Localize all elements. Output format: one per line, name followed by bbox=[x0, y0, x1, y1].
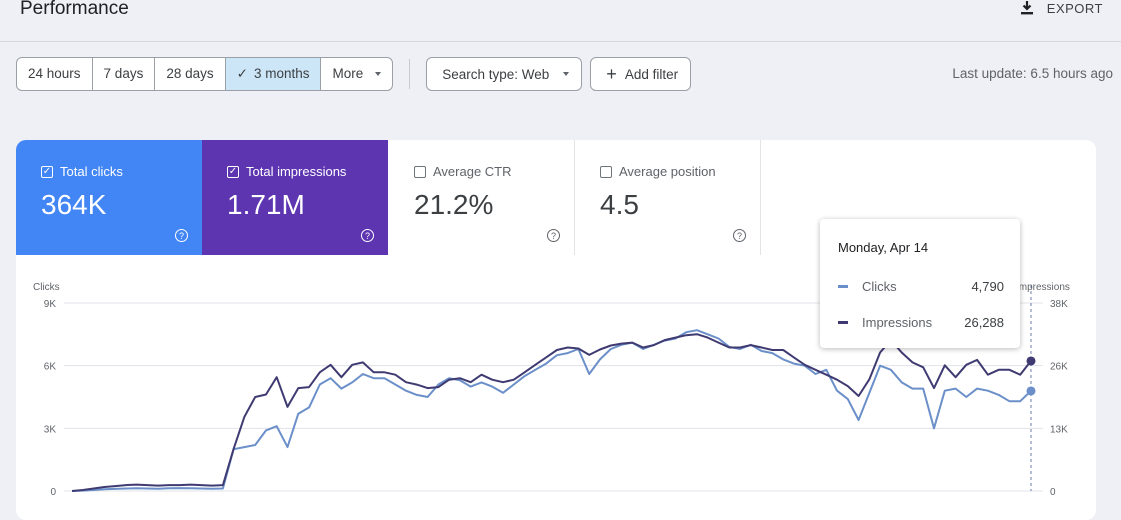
y-tick-left: 6K bbox=[44, 362, 57, 373]
y-tick-left: 3K bbox=[44, 424, 57, 435]
date-range-3-months[interactable]: ✓ 3 months bbox=[225, 58, 322, 90]
hover-point-clicks bbox=[1026, 386, 1036, 396]
checkbox-checked-icon[interactable]: ✓ bbox=[227, 165, 239, 178]
tooltip-series-value: 26,288 bbox=[964, 315, 1004, 330]
y-axis-left-label: Clicks bbox=[33, 282, 60, 293]
checkbox-unchecked-icon[interactable] bbox=[600, 165, 612, 178]
date-range-selector: 24 hours 7 days 28 days ✓ 3 months More bbox=[16, 57, 394, 91]
metric-label: Average CTR bbox=[433, 164, 512, 179]
filter-bar: 24 hours 7 days 28 days ✓ 3 months More … bbox=[16, 57, 692, 91]
help-icon[interactable]: ? bbox=[547, 229, 560, 242]
y-tick-left: 0 bbox=[50, 487, 56, 498]
help-icon[interactable]: ? bbox=[175, 229, 188, 242]
tooltip-series-name: Impressions bbox=[862, 315, 933, 330]
add-filter-label: Add filter bbox=[624, 66, 679, 82]
tooltip-row-clicks: Clicks 4,790 bbox=[838, 279, 1004, 294]
page-title: Performance bbox=[20, 0, 129, 19]
series-line-impressions[interactable] bbox=[71, 333, 1032, 492]
metric-label: Total clicks bbox=[60, 164, 123, 179]
metric-value: 4.5 bbox=[600, 189, 639, 220]
tooltip-series-name: Clicks bbox=[862, 279, 897, 294]
hover-point-impressions bbox=[1026, 356, 1036, 366]
legend-swatch bbox=[838, 285, 848, 288]
checkbox-unchecked-icon[interactable] bbox=[414, 165, 426, 178]
metric-average-ctr[interactable]: Average CTR 21.2% ? bbox=[389, 140, 575, 255]
search-type-dropdown[interactable]: Search type: Web bbox=[426, 57, 583, 91]
y-tick-right: 26K bbox=[1050, 362, 1068, 373]
date-range-7-days[interactable]: 7 days bbox=[93, 58, 156, 90]
search-type-label: Search type: Web bbox=[442, 66, 550, 82]
export-label: EXPORT bbox=[1046, 0, 1103, 16]
help-icon[interactable]: ? bbox=[733, 229, 746, 242]
more-dropdown[interactable]: More bbox=[321, 58, 392, 90]
metric-label: Average position bbox=[619, 164, 716, 179]
date-range-label: 3 months bbox=[253, 66, 310, 81]
tooltip-date: Monday, Apr 14 bbox=[838, 240, 929, 255]
metric-value: 21.2% bbox=[414, 189, 494, 220]
metric-average-position[interactable]: Average position 4.5 ? bbox=[575, 140, 761, 255]
y-tick-left: 9K bbox=[44, 299, 57, 310]
filter-separator bbox=[409, 59, 411, 89]
check-icon: ✓ bbox=[236, 66, 248, 81]
tooltip-series-value: 4,790 bbox=[971, 279, 1004, 294]
header-divider bbox=[0, 41, 1121, 42]
export-button[interactable]: EXPORT bbox=[1019, 0, 1103, 16]
download-icon bbox=[1020, 1, 1033, 15]
metric-value: 364K bbox=[41, 189, 107, 220]
legend-swatch bbox=[838, 321, 848, 324]
chart-tooltip: Monday, Apr 14 Clicks 4,790 Impressions … bbox=[820, 219, 1020, 348]
help-icon[interactable]: ? bbox=[361, 229, 374, 242]
last-update-text: Last update: 6.5 hours ago bbox=[952, 66, 1113, 81]
tooltip-row-impressions: Impressions 26,288 bbox=[838, 315, 1004, 330]
metric-value: 1.71M bbox=[227, 189, 305, 220]
date-range-24-hours[interactable]: 24 hours bbox=[17, 58, 93, 90]
date-range-28-days[interactable]: 28 days bbox=[155, 58, 226, 90]
y-axis-right-label: Impressions bbox=[1016, 282, 1070, 293]
y-tick-right: 38K bbox=[1050, 299, 1068, 310]
y-tick-right: 0 bbox=[1050, 487, 1056, 498]
y-tick-right: 13K bbox=[1050, 424, 1068, 435]
add-filter-button[interactable]: + Add filter bbox=[590, 57, 692, 91]
metric-total-clicks[interactable]: ✓ Total clicks 364K ? bbox=[16, 140, 202, 255]
caret-down-icon bbox=[375, 72, 382, 76]
plus-icon: + bbox=[606, 64, 617, 84]
metric-label: Total impressions bbox=[246, 164, 347, 179]
checkbox-checked-icon[interactable]: ✓ bbox=[41, 165, 53, 178]
caret-down-icon bbox=[563, 72, 570, 76]
metric-total-impressions[interactable]: ✓ Total impressions 1.71M ? bbox=[202, 140, 388, 255]
more-label: More bbox=[332, 66, 364, 81]
